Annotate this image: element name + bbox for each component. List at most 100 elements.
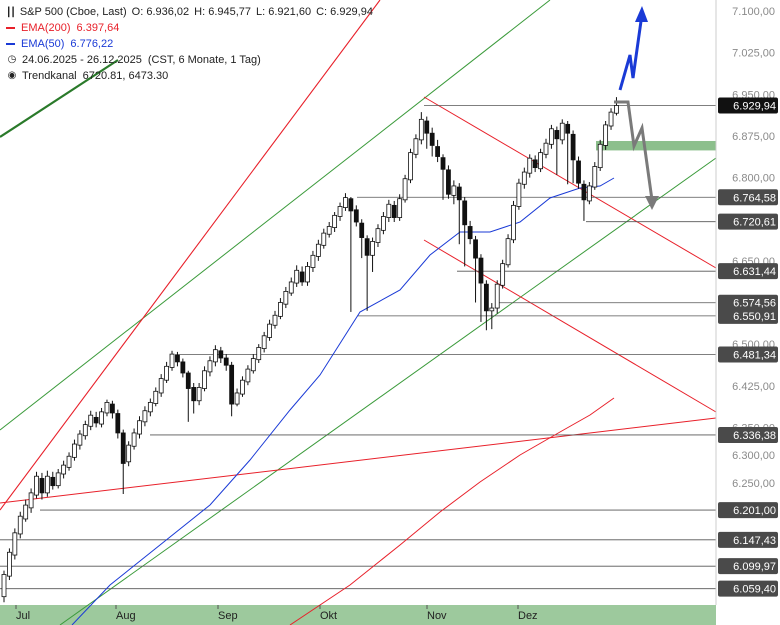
candle <box>158 378 164 394</box>
candle <box>191 387 197 402</box>
candle <box>120 432 126 464</box>
price-level-badge <box>718 213 778 230</box>
candle <box>12 532 18 556</box>
red-channel-steep <box>0 0 381 511</box>
candle <box>391 204 397 218</box>
arrow-head-icon <box>635 6 648 22</box>
price-level-label: 6.481,34 <box>733 349 776 361</box>
candle <box>131 432 137 447</box>
legend-range-row: ◷ 24.06.2025 - 26.12.2025 (CST, 6 Monate… <box>6 52 378 68</box>
candle <box>483 283 489 312</box>
candle <box>207 360 213 373</box>
candle <box>34 475 39 496</box>
candle <box>261 335 267 349</box>
candle <box>576 160 581 184</box>
candle <box>489 307 495 312</box>
candle <box>185 372 191 389</box>
candle <box>527 157 533 174</box>
bars-icon: ┃┃ <box>6 7 16 17</box>
candle <box>110 403 115 414</box>
price-level-label: 6.720,61 <box>733 217 776 229</box>
candle <box>586 185 592 202</box>
candle <box>375 228 381 243</box>
x-axis-strip <box>0 605 716 625</box>
range-info: (CST, 6 Monate, 1 Tag) <box>147 54 261 66</box>
candle <box>570 133 576 161</box>
x-tick-label: Okt <box>320 610 337 622</box>
price-level-badge <box>718 307 778 324</box>
candle <box>364 238 370 256</box>
candle <box>353 209 359 223</box>
candle <box>180 361 186 374</box>
candle <box>614 105 619 114</box>
candle <box>1 574 7 598</box>
candle <box>543 142 549 155</box>
candle <box>240 379 245 395</box>
candle <box>532 159 538 169</box>
trend-channel-upper <box>0 0 551 431</box>
price-level-label: 6.099,97 <box>733 561 776 573</box>
candle <box>256 347 262 361</box>
candle <box>7 551 12 577</box>
candle <box>332 214 338 228</box>
bullish-scenario-arrow <box>618 13 644 91</box>
candle <box>413 138 419 155</box>
price-level-badge <box>718 558 778 575</box>
legend-ema200-row: EMA(200) 6.397,64 <box>6 20 378 36</box>
candle <box>521 171 527 185</box>
price-level-label: 6.336,38 <box>733 430 776 442</box>
candle <box>278 302 283 317</box>
candle <box>169 353 175 368</box>
candle <box>370 241 375 256</box>
candle <box>55 472 61 487</box>
price-level-badge <box>718 189 778 206</box>
chart-legend: ┃┃ S&P 500 (Cboe, Last) O: 6.936,02 H: 6… <box>6 4 378 84</box>
price-level-label: 6.574,56 <box>733 298 776 310</box>
price-level-badge <box>718 531 778 548</box>
ema200-line <box>289 397 615 625</box>
candle <box>294 269 300 284</box>
candle <box>229 364 235 405</box>
price-level-label: 6.059,40 <box>733 584 776 596</box>
candle <box>500 263 506 286</box>
candle <box>234 392 240 405</box>
candle <box>473 239 478 259</box>
candle <box>137 420 142 435</box>
price-level-badge <box>718 294 778 311</box>
candle <box>337 206 343 217</box>
legend-ema50-row: EMA(50) 6.776,22 <box>6 36 378 52</box>
candle <box>99 411 104 425</box>
ema50-swatch <box>6 43 15 45</box>
bearish-scenario-arrow <box>614 100 654 201</box>
candle <box>397 198 403 218</box>
y-tick-label: 6.250,00 <box>732 478 775 490</box>
candle <box>538 152 543 170</box>
candle <box>408 152 413 181</box>
candle <box>196 387 202 402</box>
candle <box>456 186 462 201</box>
trend-line-thick <box>0 59 119 138</box>
candle <box>429 132 435 146</box>
open-value: O: 6.936,02 <box>131 6 190 18</box>
candle <box>516 182 522 207</box>
x-tick-label: Nov <box>427 610 447 622</box>
x-tick-label: Aug <box>116 610 136 622</box>
candle <box>153 390 159 404</box>
candle <box>23 504 29 520</box>
price-level-label: 6.550,91 <box>733 311 776 323</box>
candle <box>386 203 392 218</box>
price-level-label: 6.147,43 <box>733 535 776 547</box>
candle <box>608 111 614 127</box>
candle <box>305 266 310 283</box>
x-tick-label: Sep <box>218 610 238 622</box>
red-trend-down <box>423 96 717 269</box>
candle <box>50 476 56 487</box>
price-level-badge <box>718 346 778 363</box>
price-level-badge <box>718 426 778 443</box>
candle <box>380 216 386 231</box>
support-zone <box>596 140 716 151</box>
price-level-badge <box>718 580 778 597</box>
candle <box>549 128 554 145</box>
trend-channel-lower <box>59 157 717 625</box>
